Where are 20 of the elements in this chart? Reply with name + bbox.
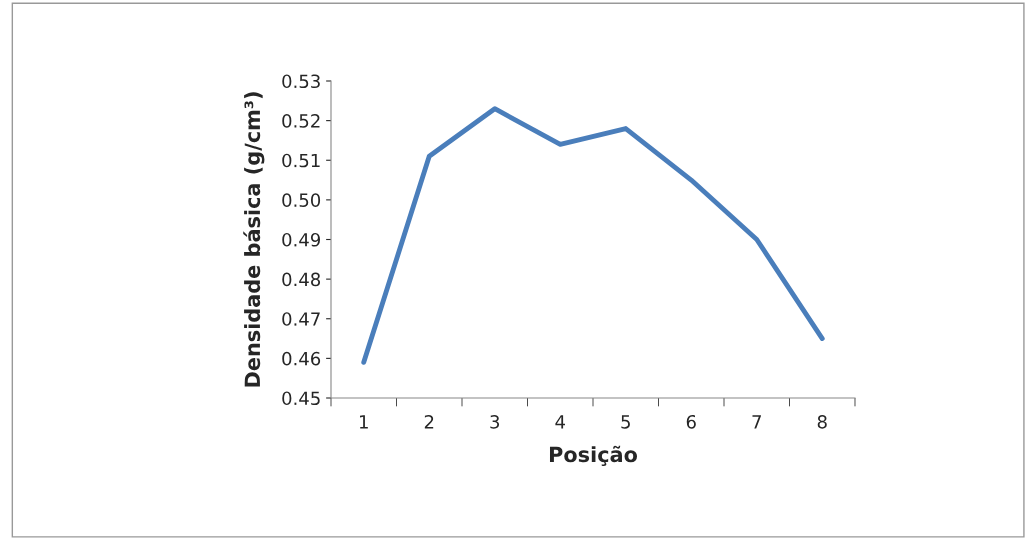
y-tick-label: 0.50 — [282, 193, 321, 207]
x-tick-label: 8 — [817, 414, 827, 429]
y-tick-label: 0.45 — [282, 391, 320, 406]
x-tick-label: 3 — [490, 414, 500, 429]
y-tick-label: 0.48 — [282, 272, 321, 287]
line-series — [361, 106, 825, 365]
y-tick-label: 0.47 — [282, 312, 320, 326]
x-tick-label: 6 — [686, 414, 696, 429]
y-tick-label: 0.52 — [282, 114, 320, 128]
x-tick-label: 4 — [555, 415, 565, 429]
y-tick-label: 0.51 — [282, 153, 320, 168]
x-tick-label: 7 — [752, 415, 761, 429]
x-tick-label: 5 — [621, 415, 630, 429]
y-tick-label: 0.49 — [282, 232, 321, 247]
y-tick-label: 0.46 — [282, 351, 321, 366]
x-tick-label: 1 — [359, 415, 368, 429]
x-tick-label: 2 — [424, 414, 434, 429]
x-axis-title: Posição — [549, 445, 638, 467]
y-axis-title: Densidade básica (g/cm³) — [243, 92, 265, 387]
y-tick-label: 0.53 — [282, 74, 320, 89]
